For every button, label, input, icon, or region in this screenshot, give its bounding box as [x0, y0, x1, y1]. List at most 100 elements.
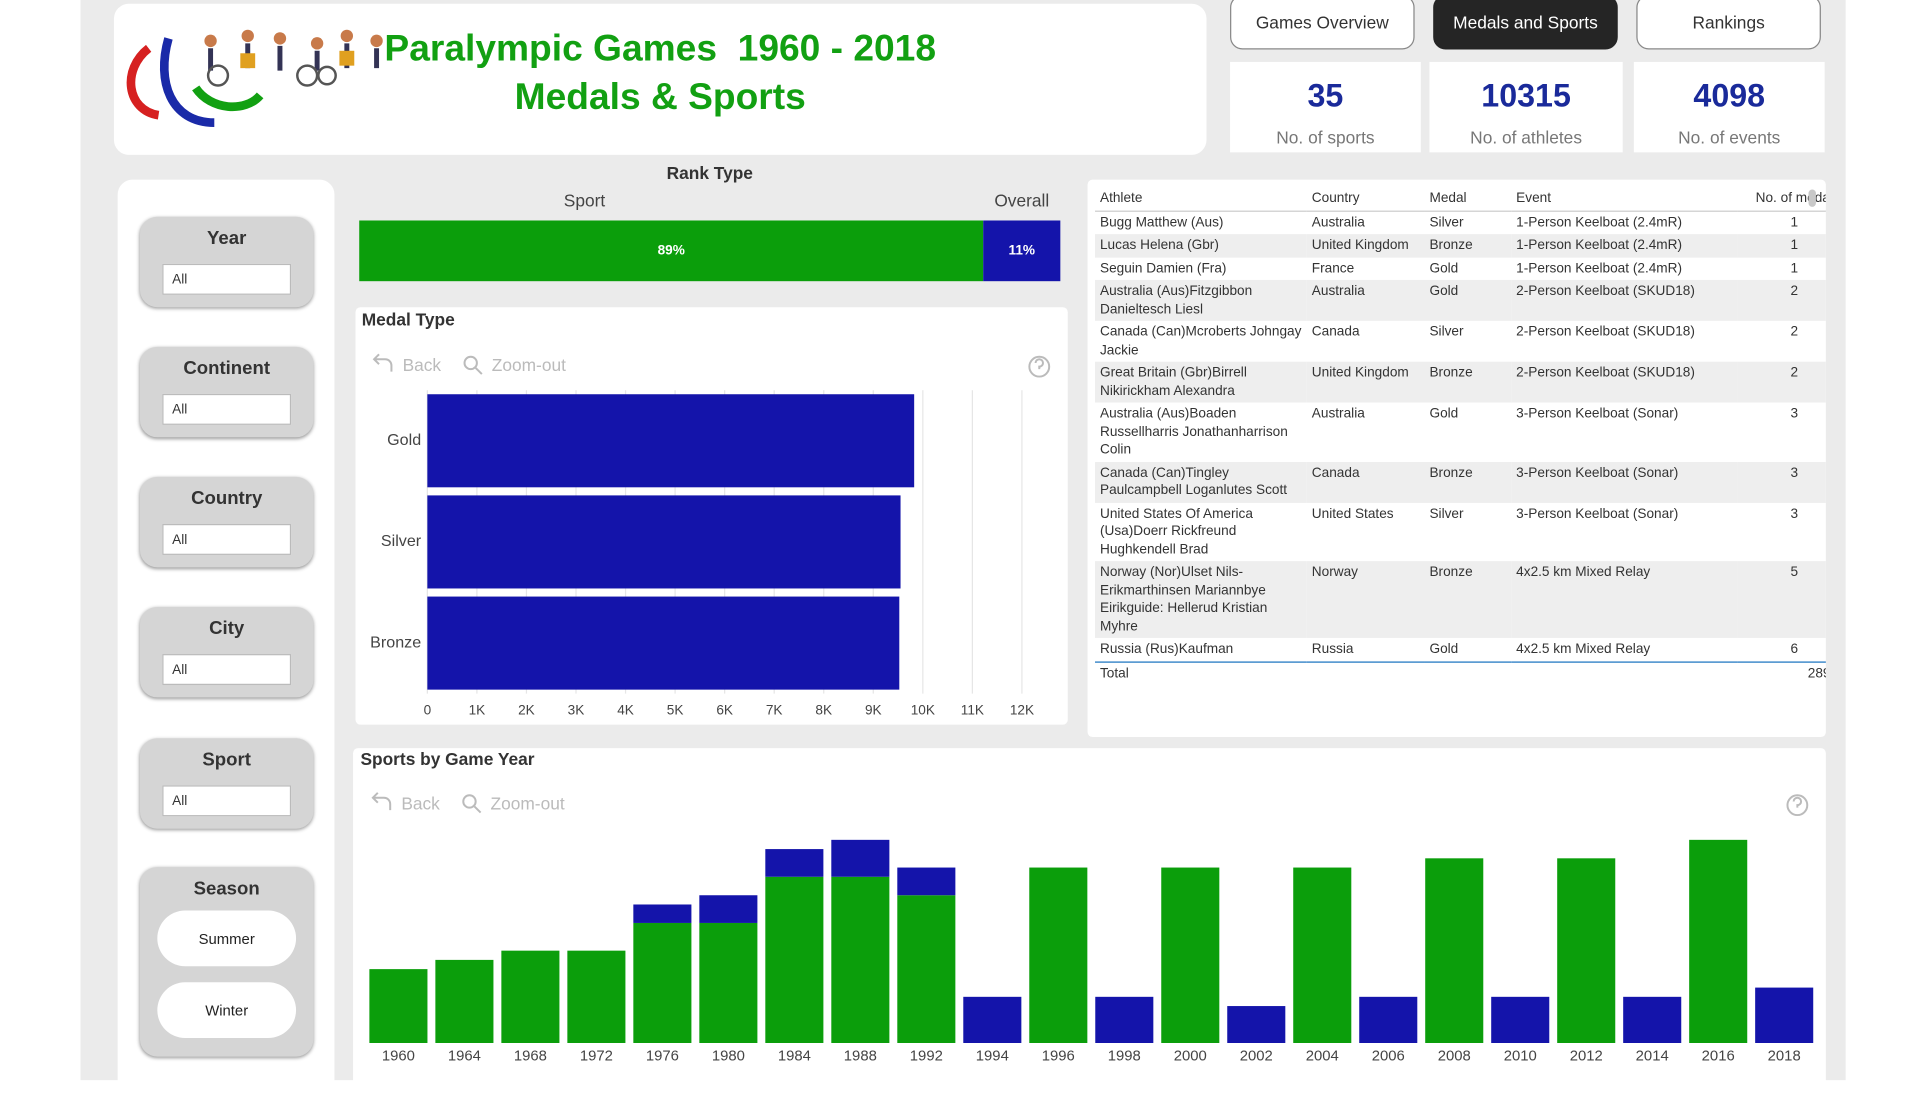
x-tick-label: 10K: [911, 703, 935, 718]
table-row: Canada (Can)Tingley Paulcampbell Loganlu…: [1095, 461, 1826, 503]
x-tick-label: 8K: [815, 703, 832, 718]
column-segment: [831, 876, 890, 1043]
x-tick-label: 2014: [1636, 1049, 1669, 1065]
table-cell: 2-Person Keelboat (SKUD18): [1516, 365, 1695, 381]
table-cell: Australia: [1311, 214, 1365, 230]
x-tick-label: 9K: [865, 703, 882, 718]
kpi-label: No. of athletes: [1470, 127, 1583, 148]
table-cell: 3-Person Keelboat (Sonar): [1516, 465, 1679, 481]
y-tick-label: Bronze: [370, 633, 421, 651]
table-cell: Canada (Can)Tingley Paulcampbell Loganlu…: [1099, 465, 1288, 498]
x-tick-label: 2002: [1240, 1049, 1273, 1065]
table-cell: 2: [1790, 283, 1799, 299]
x-tick-label: 7K: [766, 703, 783, 718]
nav-button-active[interactable]: Medals and Sports: [1433, 0, 1618, 50]
column-segment: [1491, 996, 1550, 1043]
total-label: Total: [1099, 665, 1129, 681]
season-option[interactable]: Summer: [157, 910, 297, 967]
column-segment: [1359, 996, 1418, 1043]
x-tick-label: 1972: [580, 1049, 613, 1065]
toolbar-icons: [371, 353, 1809, 817]
table-cell: 1-Person Keelboat (2.4mR): [1516, 237, 1683, 253]
bar-segment: [359, 220, 984, 282]
column-segment: [501, 950, 560, 1043]
table-cell: Bugg Matthew (Aus): [1099, 214, 1224, 230]
table-row: Norway (Nor)Ulset Nils-Erikmarthinsen Ma…: [1095, 561, 1826, 638]
kpi-label: No. of sports: [1276, 127, 1375, 148]
column-segment: [765, 876, 824, 1043]
slicer: Country All: [139, 476, 314, 568]
kpi-value: 35: [1307, 76, 1344, 114]
column-segment: [699, 922, 758, 1043]
table-row: Great Britain (Gbr)Birrell Nikirickham A…: [1095, 361, 1826, 403]
table-cell: Bronze: [1429, 237, 1473, 253]
table-cell: Australia (Aus)Fitzgibbon Danieltesch Li…: [1099, 283, 1253, 317]
dropdown-value: All: [172, 794, 188, 809]
table-cell: Gold: [1429, 260, 1459, 276]
dropdown[interactable]: All: [162, 654, 292, 686]
table-cell: 1-Person Keelboat (2.4mR): [1516, 260, 1683, 276]
nav-button[interactable]: Rankings: [1636, 0, 1821, 50]
slicer-label: City: [209, 618, 245, 640]
table-cell: United Kingdom: [1311, 237, 1409, 253]
x-tick-label: 2008: [1438, 1049, 1471, 1065]
table-cell: Canada: [1311, 324, 1360, 340]
table-row: Canada (Can)Mcroberts Johngay Jackie Cana…: [1095, 321, 1826, 362]
table-cell: Gold: [1429, 641, 1459, 657]
table-cell: Russia (Rus)Kaufman: [1099, 641, 1234, 657]
dropdown[interactable]: All: [162, 523, 292, 555]
kpi-card: 35 No. of sports: [1230, 61, 1421, 153]
kpi-value: 4098: [1693, 76, 1766, 114]
table-cell: 6: [1790, 641, 1799, 657]
dropdown[interactable]: All: [162, 393, 292, 425]
table-row: United States Of America (Usa)Doerr Rick…: [1095, 502, 1826, 561]
x-tick-label: 1968: [514, 1049, 547, 1065]
table-total-row: Total 28944: [1095, 661, 1826, 685]
toolbar-zoom-out[interactable]: Zoom-out: [492, 355, 566, 375]
nav-button[interactable]: Games Overview: [1230, 0, 1415, 50]
table-row: Australia (Aus)Boaden Russellharris Jona…: [1095, 403, 1826, 462]
table-cell: 3: [1790, 406, 1799, 422]
column-segment: [1755, 987, 1814, 1043]
table-cell: Silver: [1429, 214, 1464, 230]
table-cell: 3-Person Keelboat (Sonar): [1516, 406, 1679, 422]
x-tick-label: 2016: [1702, 1049, 1735, 1065]
table-cell: Bronze: [1429, 465, 1473, 481]
toolbar-zoom-out[interactable]: Zoom-out: [491, 794, 565, 814]
x-tick-label: 1960: [382, 1049, 415, 1065]
table-cell: 1-Person Keelboat (2.4mR): [1516, 214, 1683, 230]
column-header: Athlete: [1099, 190, 1143, 206]
table-panel: Athlete Country Medal Event No. of medal Bugg…: [1087, 179, 1826, 738]
column-segment: [1557, 858, 1616, 1043]
toolbar-back[interactable]: Back: [403, 355, 442, 375]
season-option[interactable]: Winter: [157, 982, 297, 1039]
table-row: Australia (Aus)Fitzgibbon Danieltesch Li…: [1095, 279, 1826, 321]
x-tick-label: 5K: [667, 703, 684, 718]
column-segment: [1293, 867, 1352, 1043]
dropdown[interactable]: All: [162, 785, 292, 817]
x-tick-label: 1K: [469, 703, 486, 718]
x-tick-label: 2018: [1768, 1049, 1801, 1065]
table-cell: Lucas Helena (Gbr): [1099, 237, 1219, 253]
column-segment: [1623, 996, 1682, 1043]
x-tick-label: 12K: [1010, 703, 1034, 718]
x-tick-label: 6K: [716, 703, 733, 718]
column-header: Country: [1311, 190, 1360, 206]
table-row: Russia (Rus)Kaufman Russia Gold 4x2.5 km Mi…: [1095, 638, 1826, 662]
table-cell: Canada (Can)Mcroberts Johngay Jackie: [1099, 324, 1302, 358]
table-cell: 1: [1790, 260, 1799, 276]
slicer: City All: [139, 606, 314, 698]
table-cell: 3: [1790, 506, 1799, 521]
slicer: Year All: [139, 216, 314, 308]
toolbar-back[interactable]: Back: [401, 794, 440, 814]
table-row: Seguin Damien (Fra) France Gold 1-Person Ke…: [1095, 257, 1826, 280]
table-cell: 1: [1790, 237, 1799, 253]
scrollbar[interactable]: [1808, 189, 1816, 207]
table-cell: United Kingdom: [1311, 365, 1409, 381]
dropdown[interactable]: All: [162, 263, 292, 295]
x-tick-label: 3K: [568, 703, 585, 718]
x-tick-label: 1988: [844, 1049, 877, 1065]
table-cell: 4x2.5 km Mixed Relay: [1516, 641, 1651, 657]
x-tick-label: 2010: [1504, 1049, 1537, 1065]
x-tick-label: 2004: [1306, 1049, 1339, 1065]
